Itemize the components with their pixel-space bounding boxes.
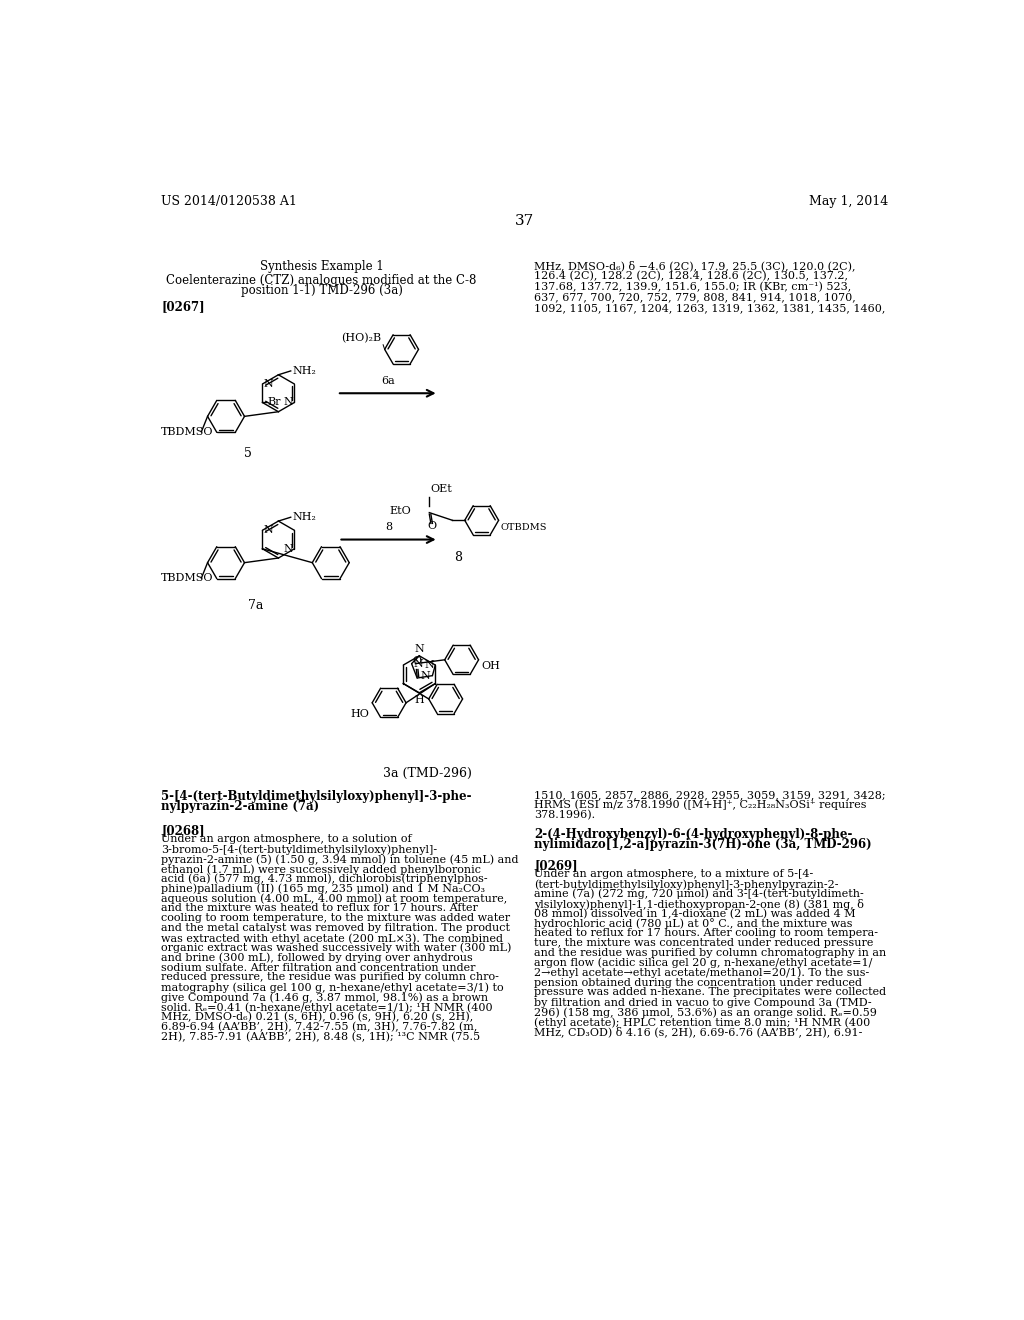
Text: pyrazin-2-amine (5) (1.50 g, 3.94 mmol) in toluene (45 mL) and: pyrazin-2-amine (5) (1.50 g, 3.94 mmol) … <box>162 854 519 865</box>
Text: 8: 8 <box>455 552 463 564</box>
Text: cooling to room temperature, to the mixture was added water: cooling to room temperature, to the mixt… <box>162 913 511 923</box>
Text: solid. Rₑ=0.41 (n-hexane/ethyl acetate=1/1); ¹H NMR (400: solid. Rₑ=0.41 (n-hexane/ethyl acetate=1… <box>162 1002 493 1012</box>
Text: sodium sulfate. After filtration and concentration under: sodium sulfate. After filtration and con… <box>162 962 476 973</box>
Text: N: N <box>284 397 294 408</box>
Text: HRMS (ESI m/z 378.1990 ([M+H]⁺, C₂₂H₂₈N₃OSi⁺ requires: HRMS (ESI m/z 378.1990 ([M+H]⁺, C₂₂H₂₈N₃… <box>535 800 866 810</box>
Text: Coelenterazine (CTZ) analogues modified at the C-8: Coelenterazine (CTZ) analogues modified … <box>166 275 477 286</box>
Text: 6a: 6a <box>381 376 394 385</box>
Text: N: N <box>284 544 294 554</box>
Text: ylsilyloxy)phenyl]-1,1-diethoxypropan-2-one (8) (381 mg, δ: ylsilyloxy)phenyl]-1,1-diethoxypropan-2-… <box>535 899 864 909</box>
Text: N: N <box>263 379 273 389</box>
Text: 5: 5 <box>244 447 252 461</box>
Text: give Compound 7a (1.46 g, 3.87 mmol, 98.1%) as a brown: give Compound 7a (1.46 g, 3.87 mmol, 98.… <box>162 993 488 1003</box>
Text: MHz, DMSO-d₆) δ −4.6 (2C), 17.9, 25.5 (3C), 120.0 (2C),: MHz, DMSO-d₆) δ −4.6 (2C), 17.9, 25.5 (3… <box>535 260 855 271</box>
Text: EtO: EtO <box>390 506 412 516</box>
Text: US 2014/0120538 A1: US 2014/0120538 A1 <box>162 195 297 209</box>
Text: 3-bromo-5-[4-(tert-butyldimethylsilyloxy)phenyl]-: 3-bromo-5-[4-(tert-butyldimethylsilyloxy… <box>162 845 437 855</box>
Text: N: N <box>415 644 424 653</box>
Text: ethanol (1.7 mL) were successively added phenylboronic: ethanol (1.7 mL) were successively added… <box>162 865 481 875</box>
Text: Synthesis Example 1: Synthesis Example 1 <box>260 260 383 273</box>
Text: Under an argon atmosphere, to a solution of: Under an argon atmosphere, to a solution… <box>162 834 412 845</box>
Text: 2→ethyl acetate→ethyl acetate/methanol=20/1). To the sus-: 2→ethyl acetate→ethyl acetate/methanol=2… <box>535 968 869 978</box>
Text: (HO)₂B: (HO)₂B <box>341 333 382 343</box>
Text: 1510, 1605, 2857, 2886, 2928, 2955, 3059, 3159, 3291, 3428;: 1510, 1605, 2857, 2886, 2928, 2955, 3059… <box>535 789 886 800</box>
Text: MHz, DMSO-d₆) 0.21 (s, 6H), 0.96 (s, 9H), 6.20 (s, 2H),: MHz, DMSO-d₆) 0.21 (s, 6H), 0.96 (s, 9H)… <box>162 1012 474 1022</box>
Text: phine)palladium (II) (165 mg, 235 μmol) and 1 M Na₂CO₃: phine)palladium (II) (165 mg, 235 μmol) … <box>162 884 485 895</box>
Text: heated to reflux for 17 hours. After cooling to room tempera-: heated to reflux for 17 hours. After coo… <box>535 928 878 939</box>
Text: OH: OH <box>481 661 501 671</box>
Text: N: N <box>420 671 430 681</box>
Text: 8: 8 <box>385 521 392 532</box>
Text: position 1-1) TMD-296 (3a): position 1-1) TMD-296 (3a) <box>241 284 402 297</box>
Text: 3a (TMD-296): 3a (TMD-296) <box>383 767 471 780</box>
Text: 2H), 7.85-7.91 (AA’BB’, 2H), 8.48 (s, 1H); ¹³C NMR (75.5: 2H), 7.85-7.91 (AA’BB’, 2H), 8.48 (s, 1H… <box>162 1032 480 1041</box>
Text: (tert-butyldimethylsilyloxy)phenyl]-3-phenylpyrazin-2-: (tert-butyldimethylsilyloxy)phenyl]-3-ph… <box>535 879 839 890</box>
Text: TBDMSO: TBDMSO <box>162 573 214 583</box>
Text: nylimidazo[1,2-a]pyrazin-3(7H)-one (3a, TMD-296): nylimidazo[1,2-a]pyrazin-3(7H)-one (3a, … <box>535 838 871 851</box>
Text: [0269]: [0269] <box>535 859 578 873</box>
Text: 378.1996).: 378.1996). <box>535 810 595 820</box>
Text: 137.68, 137.72, 139.9, 151.6, 155.0; IR (KBr, cm⁻¹) 523,: 137.68, 137.72, 139.9, 151.6, 155.0; IR … <box>535 281 851 292</box>
Text: hydrochloric acid (780 μL) at 0° C., and the mixture was: hydrochloric acid (780 μL) at 0° C., and… <box>535 919 853 929</box>
Text: MHz, CD₃OD) δ 4.16 (s, 2H), 6.69-6.76 (AA’BB’, 2H), 6.91-: MHz, CD₃OD) δ 4.16 (s, 2H), 6.69-6.76 (A… <box>535 1027 862 1038</box>
Text: and the metal catalyst was removed by filtration. The product: and the metal catalyst was removed by fi… <box>162 923 510 933</box>
Text: 126.4 (2C), 128.2 (2C), 128.4, 128.6 (2C), 130.5, 137.2,: 126.4 (2C), 128.2 (2C), 128.4, 128.6 (2C… <box>535 271 848 281</box>
Text: 637, 677, 700, 720, 752, 779, 808, 841, 914, 1018, 1070,: 637, 677, 700, 720, 752, 779, 808, 841, … <box>535 293 856 302</box>
Text: TBDMSO: TBDMSO <box>162 426 214 437</box>
Text: 5-[4-(tert-Butyldimethylsilyloxy)phenyl]-3-phe-: 5-[4-(tert-Butyldimethylsilyloxy)phenyl]… <box>162 789 472 803</box>
Text: N: N <box>414 659 424 669</box>
Text: N: N <box>263 525 273 536</box>
Text: amine (7a) (272 mg, 720 μmol) and 3-[4-(tert-butyldimeth-: amine (7a) (272 mg, 720 μmol) and 3-[4-(… <box>535 888 864 899</box>
Text: 2-(4-Hydroxybenzyl)-6-(4-hydroxyphenyl)-8-phe-: 2-(4-Hydroxybenzyl)-6-(4-hydroxyphenyl)-… <box>535 829 852 841</box>
Text: 37: 37 <box>515 214 535 228</box>
Text: O: O <box>427 521 436 532</box>
Text: N: N <box>424 660 434 671</box>
Text: pension obtained during the concentration under reduced: pension obtained during the concentratio… <box>535 978 862 987</box>
Text: 7a: 7a <box>248 599 263 612</box>
Text: ture, the mixture was concentrated under reduced pressure: ture, the mixture was concentrated under… <box>535 939 873 948</box>
Text: acid (6a) (577 mg, 4.73 mmol), dichlorobis(triphenylphos-: acid (6a) (577 mg, 4.73 mmol), dichlorob… <box>162 874 488 884</box>
Text: and the mixture was heated to reflux for 17 hours. After: and the mixture was heated to reflux for… <box>162 903 478 913</box>
Text: [0268]: [0268] <box>162 825 205 837</box>
Text: matography (silica gel 100 g, n-hexane/ethyl acetate=3/1) to: matography (silica gel 100 g, n-hexane/e… <box>162 982 504 993</box>
Text: H: H <box>415 696 424 705</box>
Text: 296) (158 mg, 386 μmol, 53.6%) as an orange solid. Rₑ=0.59: 296) (158 mg, 386 μmol, 53.6%) as an ora… <box>535 1007 877 1018</box>
Text: NH₂: NH₂ <box>292 366 316 376</box>
Text: 1092, 1105, 1167, 1204, 1263, 1319, 1362, 1381, 1435, 1460,: 1092, 1105, 1167, 1204, 1263, 1319, 1362… <box>535 304 886 313</box>
Text: reduced pressure, the residue was purified by column chro-: reduced pressure, the residue was purifi… <box>162 973 500 982</box>
Text: organic extract was washed successively with water (300 mL): organic extract was washed successively … <box>162 942 512 953</box>
Text: May 1, 2014: May 1, 2014 <box>809 195 888 209</box>
Text: O: O <box>413 656 422 667</box>
Text: nylpyrazin-2-amine (7a): nylpyrazin-2-amine (7a) <box>162 800 319 813</box>
Text: was extracted with ethyl acetate (200 mL×3). The combined: was extracted with ethyl acetate (200 mL… <box>162 933 504 944</box>
Text: OTBDMS: OTBDMS <box>500 524 547 532</box>
Text: (ethyl acetate); HPLC retention time 8.0 min; ¹H NMR (400: (ethyl acetate); HPLC retention time 8.0… <box>535 1016 870 1027</box>
Text: aqueous solution (4.00 mL, 4.00 mmol) at room temperature,: aqueous solution (4.00 mL, 4.00 mmol) at… <box>162 894 508 904</box>
Text: 6.89-6.94 (AA’BB’, 2H), 7.42-7.55 (m, 3H), 7.76-7.82 (m,: 6.89-6.94 (AA’BB’, 2H), 7.42-7.55 (m, 3H… <box>162 1022 478 1032</box>
Text: Br: Br <box>267 397 281 408</box>
Text: Under an argon atmosphere, to a mixture of 5-[4-: Under an argon atmosphere, to a mixture … <box>535 869 813 879</box>
Text: pressure was added n-hexane. The precipitates were collected: pressure was added n-hexane. The precipi… <box>535 987 886 998</box>
Text: and the residue was purified by column chromatography in an: and the residue was purified by column c… <box>535 948 887 958</box>
Text: [0267]: [0267] <box>162 300 205 313</box>
Text: and brine (300 mL), followed by drying over anhydrous: and brine (300 mL), followed by drying o… <box>162 953 473 964</box>
Text: 08 mmol) dissolved in 1,4-dioxane (2 mL) was added 4 M: 08 mmol) dissolved in 1,4-dioxane (2 mL)… <box>535 908 856 919</box>
Text: by filtration and dried in vacuo to give Compound 3a (TMD-: by filtration and dried in vacuo to give… <box>535 997 871 1007</box>
Text: OEt: OEt <box>431 484 453 495</box>
Text: HO: HO <box>350 709 369 719</box>
Text: NH₂: NH₂ <box>292 512 316 523</box>
Text: argon flow (acidic silica gel 20 g, n-hexane/ethyl acetate=1/: argon flow (acidic silica gel 20 g, n-he… <box>535 958 872 969</box>
